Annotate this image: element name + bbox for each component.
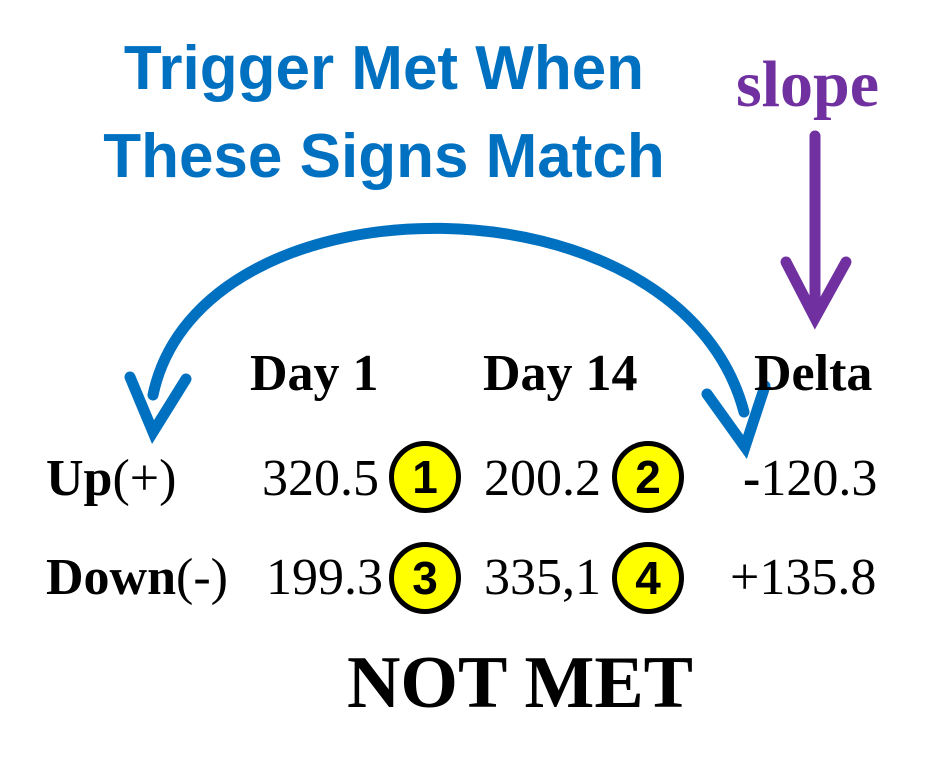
- row-label-sign: (-): [176, 549, 228, 606]
- badge-1: 1: [389, 441, 461, 513]
- delta-sign: +: [730, 549, 760, 606]
- status-not-met: NOT MET: [346, 642, 694, 724]
- row-label-main: Up: [46, 450, 113, 507]
- row-label-up: Up(+): [46, 453, 176, 505]
- sign-match-left-arrowhead: [124, 371, 192, 444]
- badge-3: 3: [389, 542, 461, 614]
- delta-value: 135.8: [759, 549, 877, 606]
- delta-value: 120.3: [760, 450, 878, 507]
- badge-2: 2: [612, 441, 684, 513]
- row-up-day-14-value: 200.2: [484, 450, 601, 507]
- badge-4: 4: [612, 542, 684, 614]
- row-label-sign: (+): [112, 450, 177, 507]
- header-day-1: Day 1: [250, 345, 379, 402]
- row-down-day-1-value: 199.3: [266, 549, 383, 606]
- title-line-1: Trigger Met When: [123, 34, 645, 103]
- sign-match-right-arrowhead: [701, 380, 771, 460]
- row-label-main: Down: [46, 549, 177, 606]
- title-line-2: These Signs Match: [103, 122, 665, 191]
- header-day-14: Day 14: [483, 345, 638, 402]
- header-delta: Delta: [754, 345, 873, 402]
- slope-arrowhead: [780, 256, 852, 330]
- row-down-delta: +135.8: [730, 552, 876, 604]
- delta-sign: -: [743, 450, 761, 507]
- row-up-delta: -120.3: [743, 453, 877, 505]
- row-down-day-14-value: 335,1: [484, 549, 601, 606]
- row-up-day-1-value: 320.5: [262, 450, 379, 507]
- slope-label: slope: [736, 48, 880, 121]
- row-label-down: Down(-): [46, 552, 228, 604]
- sign-match-curved-arrow: [147, 222, 750, 418]
